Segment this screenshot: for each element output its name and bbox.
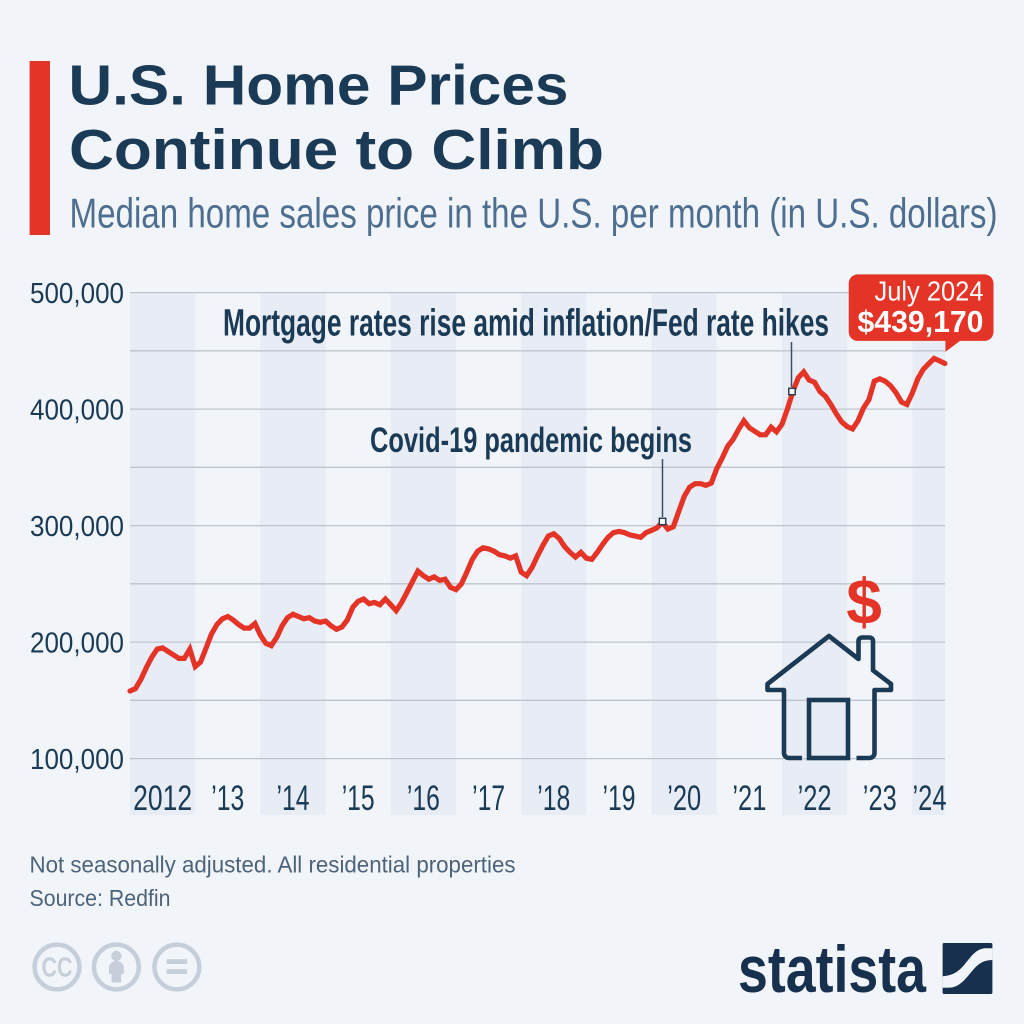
svg-text:’17: ’17 [472, 779, 505, 818]
svg-text:’22: ’22 [798, 779, 832, 818]
svg-text:Covid-19 pandemic begins: Covid-19 pandemic begins [370, 420, 692, 460]
svg-text:’16: ’16 [407, 779, 440, 818]
svg-text:300,000: 300,000 [30, 511, 124, 543]
svg-text:July 2024: July 2024 [875, 275, 984, 306]
svg-text:’14: ’14 [277, 779, 310, 818]
svg-text:Not seasonally adjusted. All r: Not seasonally adjusted. All residential… [30, 852, 516, 878]
svg-text:500,000: 500,000 [30, 278, 124, 310]
svg-text:’13: ’13 [211, 779, 244, 818]
svg-text:U.S. Home Prices: U.S. Home Prices [69, 53, 569, 117]
svg-text:’15: ’15 [342, 779, 375, 818]
svg-text:’24: ’24 [913, 779, 947, 818]
svg-text:’23: ’23 [863, 779, 897, 818]
svg-text:’21: ’21 [732, 779, 766, 818]
svg-text:statista: statista [738, 932, 927, 1006]
svg-text:$: $ [846, 566, 882, 638]
svg-text:200,000: 200,000 [30, 628, 124, 660]
svg-text:CC: CC [42, 952, 73, 983]
svg-text:2012: 2012 [133, 779, 192, 818]
svg-text:Mortgage rates rise amid infla: Mortgage rates rise amid inflation/Fed r… [223, 303, 829, 345]
svg-text:100,000: 100,000 [30, 744, 124, 776]
svg-text:$439,170: $439,170 [858, 304, 984, 339]
svg-text:’19: ’19 [603, 779, 636, 818]
svg-text:’20: ’20 [667, 779, 701, 818]
svg-text:Median home sales price in the: Median home sales price in the U.S. per … [70, 190, 998, 237]
svg-text:Continue to Climb: Continue to Climb [69, 118, 604, 182]
svg-text:Source: Redfin: Source: Redfin [30, 885, 171, 911]
svg-text:400,000: 400,000 [30, 395, 124, 427]
svg-text:’18: ’18 [537, 779, 570, 818]
